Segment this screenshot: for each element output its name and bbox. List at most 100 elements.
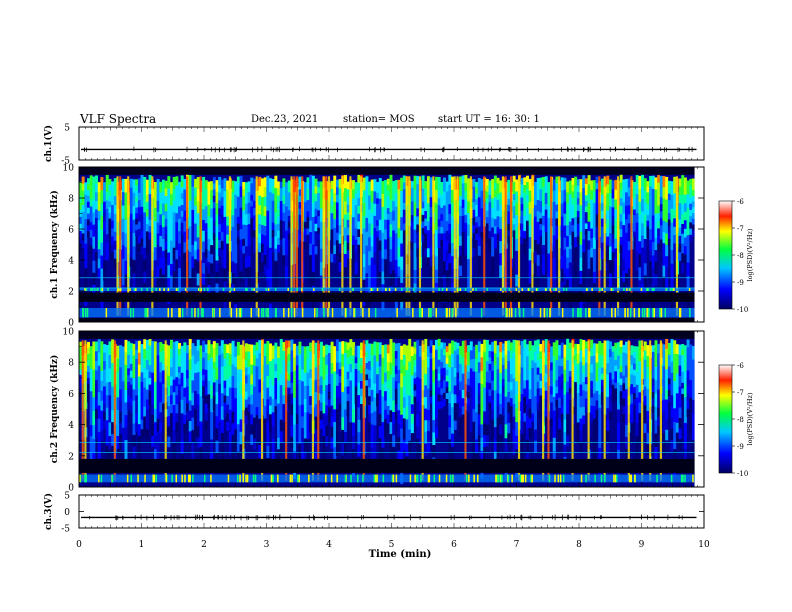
spectrogram-cell [643,386,647,397]
spectrogram-cell [79,369,82,376]
band-spike [290,287,293,291]
sferic-burst [659,340,662,481]
spectrogram-cell [365,345,369,353]
spectrogram-cell [595,362,599,373]
spectrogram-cell [657,182,661,191]
spectrogram-cell [226,344,230,354]
spectrogram-cell [207,204,211,217]
spectrogram-cell [456,342,460,350]
spectrogram-cell [459,390,463,400]
spectrogram-cell [386,397,390,407]
spectrogram-cell [95,226,99,236]
spectrogram-cell [654,177,658,191]
spectrogram-cell [523,347,527,357]
spectrogram-cell [496,405,500,419]
spectrogram-cell [178,243,182,257]
spectrogram-cell [440,239,444,247]
spectrogram-cell [188,369,192,381]
spectrogram-cell [673,408,677,423]
spectrogram-cell [657,175,661,184]
spectrogram-cell [633,204,637,211]
spectrogram-cell [282,421,286,432]
spectrogram-cell [574,257,578,268]
spectrogram-cell [103,420,107,430]
spectrogram-cell [191,186,195,199]
spectrogram-cell [282,386,286,396]
spectrogram-cell [459,425,463,436]
sferic-burst [630,176,633,316]
band-spike [428,308,430,318]
spectrogram-cell [611,189,615,199]
spectrogram-cell [512,416,516,431]
spectrogram-cell [673,185,677,194]
spectrogram-cell [563,177,567,191]
spectrogram-cell [539,200,543,208]
spectrogram-cell [226,180,230,191]
spectrogram-cell [129,343,133,351]
spectrogram-cell [670,372,674,385]
spectrogram-cell [392,210,396,222]
spectrogram-cell [389,174,393,188]
spectrogram-cell [357,174,361,184]
spectrogram-cell [611,362,615,369]
band-spike [291,308,293,318]
spectrogram-cell [539,410,543,419]
spectrogram-cell [269,414,273,424]
spectrogram-cell [386,388,390,398]
spectrogram-cell [95,360,99,371]
spectrogram-cell [638,241,642,255]
spectrogram-cell [673,340,677,355]
spectrogram-cell [335,432,339,445]
spectrogram-cell [335,187,339,196]
spectrogram-cell [472,248,476,257]
spectrogram-cell [135,196,139,203]
spectrogram-cell [188,213,192,227]
spectrogram-cell [108,368,112,383]
spectrogram-cell [467,345,471,353]
spectrogram-cell [95,351,99,362]
spectrogram-cell [140,429,144,440]
spectrogram-cell [560,177,564,191]
spectrogram-cell [608,219,612,234]
spectrogram-cell [443,205,446,220]
spectrogram-cell [384,180,388,191]
spectrogram-cell [416,340,420,354]
spectrogram-cell [178,390,182,397]
band-spike [521,287,523,291]
spectrogram-cell [437,394,441,402]
spectrogram-cell [285,194,289,207]
spectrogram-cell [646,421,650,434]
spectrogram-cell [576,344,580,355]
spectrogram-cell [579,429,583,442]
spectrogram-cell [686,262,690,277]
spectrogram-cell [354,363,358,370]
spectrogram-cell [124,178,128,194]
spectrogram-cell [247,192,251,204]
spectrogram-cell [186,419,190,429]
band-spike [323,308,325,318]
band-spike [394,287,397,291]
spectrogram-cell [568,207,572,223]
spectrogram-cell [346,371,350,380]
spectrogram-cell [523,339,527,349]
spectrogram-cell [381,181,385,195]
spectrogram-cell [293,424,297,439]
spectrogram-cell [111,445,115,459]
spectrogram-cell [563,432,567,446]
spectrogram-cell [368,413,372,423]
band-spike [441,287,444,291]
spectrogram-cell [207,360,211,368]
spectrogram-cell [295,433,299,444]
spectrogram-cell [175,203,179,214]
spectrogram-cell [378,366,382,379]
spectrogram-cell [282,212,286,222]
spectrogram-cell [231,399,235,412]
spectrogram-cell [129,187,133,197]
band-spike [163,287,165,291]
spectrogram-cell [164,180,168,189]
spectrogram-cell [314,441,318,455]
spectrogram-cell [346,393,350,402]
spectrogram-cell [625,401,629,414]
spectrogram-cell [499,424,503,436]
spectrogram-cell [365,351,369,358]
